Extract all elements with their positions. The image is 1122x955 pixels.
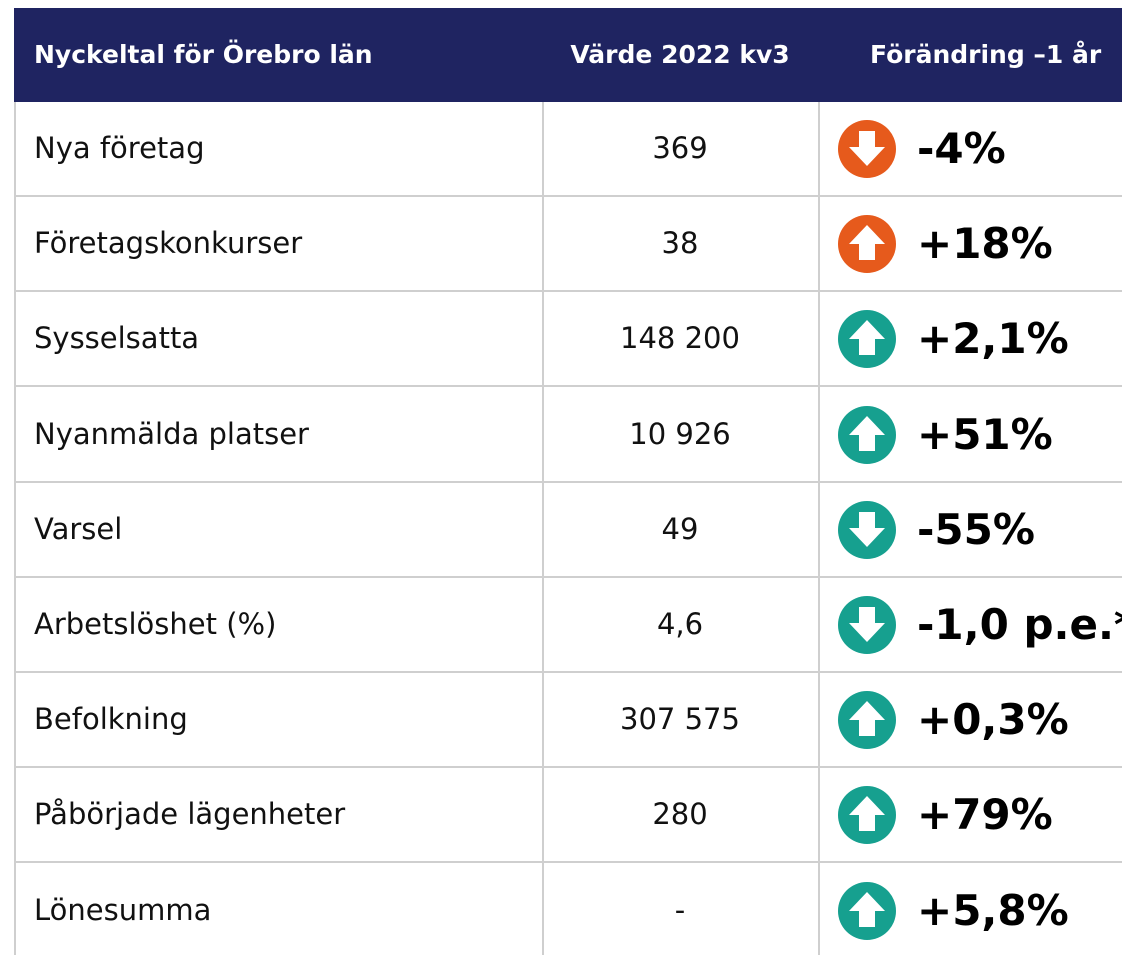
row-value: 280 [652, 797, 708, 832]
row-value: 307 575 [620, 702, 740, 737]
row-value: 369 [652, 131, 708, 165]
row-label: Varsel [34, 511, 123, 546]
table-row: Påbörjade lägenheter 280 +79% [14, 768, 1122, 864]
row-change: +18% [917, 219, 1053, 269]
row-change: -4% [917, 124, 1006, 173]
row-change: +2,1% [917, 314, 1069, 364]
table-header: Nyckeltal för Örebro län Värde 2022 kv3 … [14, 8, 1122, 102]
header-cell: Värde 2022 kv3 [570, 40, 790, 69]
header-cell: Förändring –1 år [870, 40, 1102, 69]
row-change: +5,8% [917, 885, 1069, 935]
icon-arrow [849, 225, 885, 261]
row-label: Påbörjade lägenheter [34, 797, 346, 832]
icon-arrow [849, 607, 885, 642]
row-label: Nya företag [34, 131, 205, 165]
trend-icon [838, 120, 896, 178]
trend-icon [838, 405, 896, 464]
row-change: +79% [917, 790, 1053, 840]
trend-icon [838, 881, 896, 940]
table-row: Varsel 49 -55% [14, 483, 1122, 578]
row-value: 4,6 [656, 607, 704, 641]
row-value: 148 200 [620, 321, 740, 356]
row-label: Nyanmälda platser [34, 416, 309, 451]
trend-icon [838, 786, 896, 845]
icon-arrow [849, 320, 885, 356]
column-border [818, 102, 820, 955]
trend-icon [838, 215, 896, 274]
row-change: -1,0 p.e.* [917, 600, 1122, 649]
row-label: Arbetslöshet (%) [34, 607, 277, 641]
trend-icon [838, 596, 896, 654]
row-value: 49 [661, 511, 699, 546]
icon-arrow [849, 891, 885, 927]
row-value: 10 926 [629, 416, 731, 451]
row-label: Företagskonkurser [34, 226, 303, 261]
row-value: 38 [661, 226, 699, 261]
table-row: Företagskonkurser 38 +18% [14, 197, 1122, 293]
row-value: - [674, 892, 686, 927]
table-row: Arbetslöshet (%) 4,6 -1,0 p.e.* [14, 578, 1122, 673]
row-label: Befolkning [34, 702, 188, 737]
row-change: +51% [917, 409, 1053, 459]
column-border [14, 102, 16, 955]
trend-icon [838, 691, 896, 750]
icon-arrow [849, 415, 885, 451]
row-change: -55% [917, 504, 1035, 554]
table-row: Sysselsatta 148 200 +2,1% [14, 292, 1122, 388]
icon-arrow [849, 701, 885, 737]
table-row: Befolkning 307 575 +0,3% [14, 673, 1122, 769]
row-change: +0,3% [917, 695, 1069, 745]
row-label: Lönesumma [34, 892, 212, 927]
icon-arrow [849, 796, 885, 832]
table-row: Lönesumma - +5,8% [14, 864, 1122, 955]
icon-arrow [849, 511, 885, 547]
table: Nyckeltal för Örebro län Värde 2022 kv3 … [14, 8, 1122, 955]
icon-arrow [849, 131, 885, 166]
header-cell: Nyckeltal för Örebro län [34, 40, 373, 69]
table-row: Nya företag 369 -4% [14, 102, 1122, 197]
column-border [542, 102, 544, 955]
table-row: Nyanmälda platser 10 926 +51% [14, 388, 1122, 483]
row-label: Sysselsatta [34, 321, 200, 356]
trend-icon [838, 500, 896, 559]
trend-icon [838, 310, 896, 369]
